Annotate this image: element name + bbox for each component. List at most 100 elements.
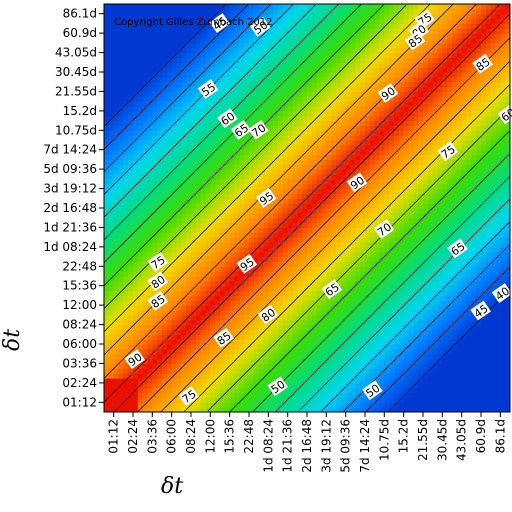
heatmap-cell bbox=[331, 106, 337, 112]
heatmap-cell bbox=[379, 76, 385, 83]
heatmap-cell bbox=[133, 101, 139, 107]
heatmap-cell bbox=[365, 402, 371, 408]
heatmap-cell bbox=[340, 110, 347, 117]
heatmap-cell bbox=[191, 188, 197, 195]
heatmap-cell bbox=[302, 135, 308, 141]
heatmap-cell bbox=[162, 329, 168, 335]
heatmap-cell bbox=[297, 18, 303, 25]
heatmap-cell bbox=[147, 135, 153, 141]
heatmap-cell bbox=[268, 373, 274, 379]
heatmap-cell bbox=[307, 266, 313, 272]
heatmap-cell bbox=[297, 212, 303, 219]
heatmap-cell bbox=[157, 314, 163, 321]
heatmap-cell bbox=[282, 256, 289, 263]
heatmap-cell bbox=[350, 334, 356, 340]
heatmap-cell bbox=[220, 251, 226, 258]
heatmap-cell bbox=[224, 348, 231, 355]
heatmap-cell bbox=[331, 135, 337, 141]
heatmap-cell bbox=[137, 378, 144, 384]
heatmap-cell bbox=[273, 149, 279, 156]
heatmap-cell bbox=[384, 183, 390, 190]
heatmap-cell bbox=[340, 208, 347, 214]
heatmap-cell bbox=[297, 363, 303, 369]
heatmap-cell bbox=[191, 164, 197, 170]
heatmap-cell bbox=[176, 402, 182, 408]
heatmap-cell bbox=[152, 125, 158, 131]
heatmap-cell bbox=[133, 208, 139, 214]
heatmap-cell bbox=[181, 358, 187, 365]
heatmap-cell bbox=[278, 120, 284, 127]
heatmap-cell bbox=[108, 52, 115, 59]
heatmap-cell bbox=[282, 208, 289, 214]
heatmap-cell bbox=[360, 198, 366, 204]
heatmap-cell bbox=[104, 13, 110, 20]
heatmap-cell bbox=[133, 305, 139, 311]
heatmap-cell bbox=[210, 140, 216, 146]
heatmap-cell bbox=[379, 310, 385, 316]
heatmap-cell bbox=[360, 280, 366, 287]
heatmap-cell bbox=[181, 256, 187, 263]
heatmap-cell bbox=[229, 217, 236, 224]
heatmap-cell bbox=[321, 4, 327, 10]
heatmap-cell bbox=[205, 120, 211, 127]
heatmap-cell bbox=[311, 251, 318, 258]
heatmap-cell bbox=[292, 76, 298, 83]
heatmap-cell bbox=[311, 52, 318, 59]
heatmap-cell bbox=[379, 198, 385, 204]
heatmap-cell bbox=[137, 183, 144, 190]
heatmap-cell bbox=[171, 237, 178, 243]
heatmap-cell bbox=[118, 266, 124, 272]
heatmap-cell bbox=[210, 169, 216, 175]
heatmap-cell bbox=[220, 358, 226, 365]
heatmap-cell bbox=[113, 392, 120, 399]
heatmap-cell bbox=[244, 237, 250, 243]
heatmap-cell bbox=[282, 310, 289, 316]
heatmap-cell bbox=[302, 4, 308, 10]
heatmap-cell bbox=[229, 397, 236, 403]
heatmap-cell bbox=[340, 256, 347, 263]
heatmap-cell bbox=[278, 353, 284, 360]
heatmap-cell bbox=[210, 208, 216, 214]
heatmap-cell bbox=[176, 178, 182, 185]
heatmap-cell bbox=[191, 47, 197, 54]
heatmap-cell bbox=[384, 62, 390, 68]
heatmap-cell bbox=[147, 188, 153, 195]
heatmap-cell bbox=[118, 72, 124, 78]
heatmap-cell bbox=[229, 212, 236, 219]
heatmap-cell bbox=[297, 188, 303, 195]
heatmap-cell bbox=[239, 203, 245, 209]
heatmap-cell bbox=[157, 348, 163, 355]
heatmap-cell bbox=[316, 382, 323, 389]
heatmap-cell bbox=[162, 18, 168, 25]
heatmap-cell bbox=[297, 183, 303, 190]
heatmap-cell bbox=[176, 358, 182, 365]
heatmap-cell bbox=[215, 310, 221, 316]
heatmap-cell bbox=[166, 4, 173, 10]
heatmap-cell bbox=[326, 227, 332, 233]
heatmap-cell bbox=[137, 140, 144, 146]
heatmap-cell bbox=[205, 378, 211, 384]
heatmap-cell bbox=[384, 280, 390, 287]
heatmap-cell bbox=[326, 76, 332, 83]
heatmap-cell bbox=[157, 266, 163, 272]
heatmap-cell bbox=[384, 28, 390, 34]
heatmap-cell bbox=[369, 368, 376, 374]
heatmap-cell bbox=[157, 246, 163, 253]
heatmap-cell bbox=[171, 246, 178, 253]
heatmap-cell bbox=[273, 154, 279, 161]
heatmap-cell bbox=[166, 110, 173, 117]
heatmap-cell bbox=[278, 251, 284, 258]
heatmap-cell bbox=[205, 52, 211, 59]
heatmap-cell bbox=[307, 130, 313, 136]
heatmap-cell bbox=[365, 256, 371, 263]
heatmap-cell bbox=[215, 57, 221, 63]
heatmap-cell bbox=[350, 33, 356, 39]
heatmap-cell bbox=[152, 149, 158, 156]
heatmap-cell bbox=[104, 276, 110, 282]
heatmap-cell bbox=[147, 285, 153, 292]
heatmap-cell bbox=[345, 373, 352, 379]
heatmap-cell bbox=[215, 208, 221, 214]
heatmap-cell bbox=[307, 407, 313, 412]
heatmap-cell bbox=[336, 314, 342, 321]
heatmap-cell bbox=[171, 125, 178, 131]
